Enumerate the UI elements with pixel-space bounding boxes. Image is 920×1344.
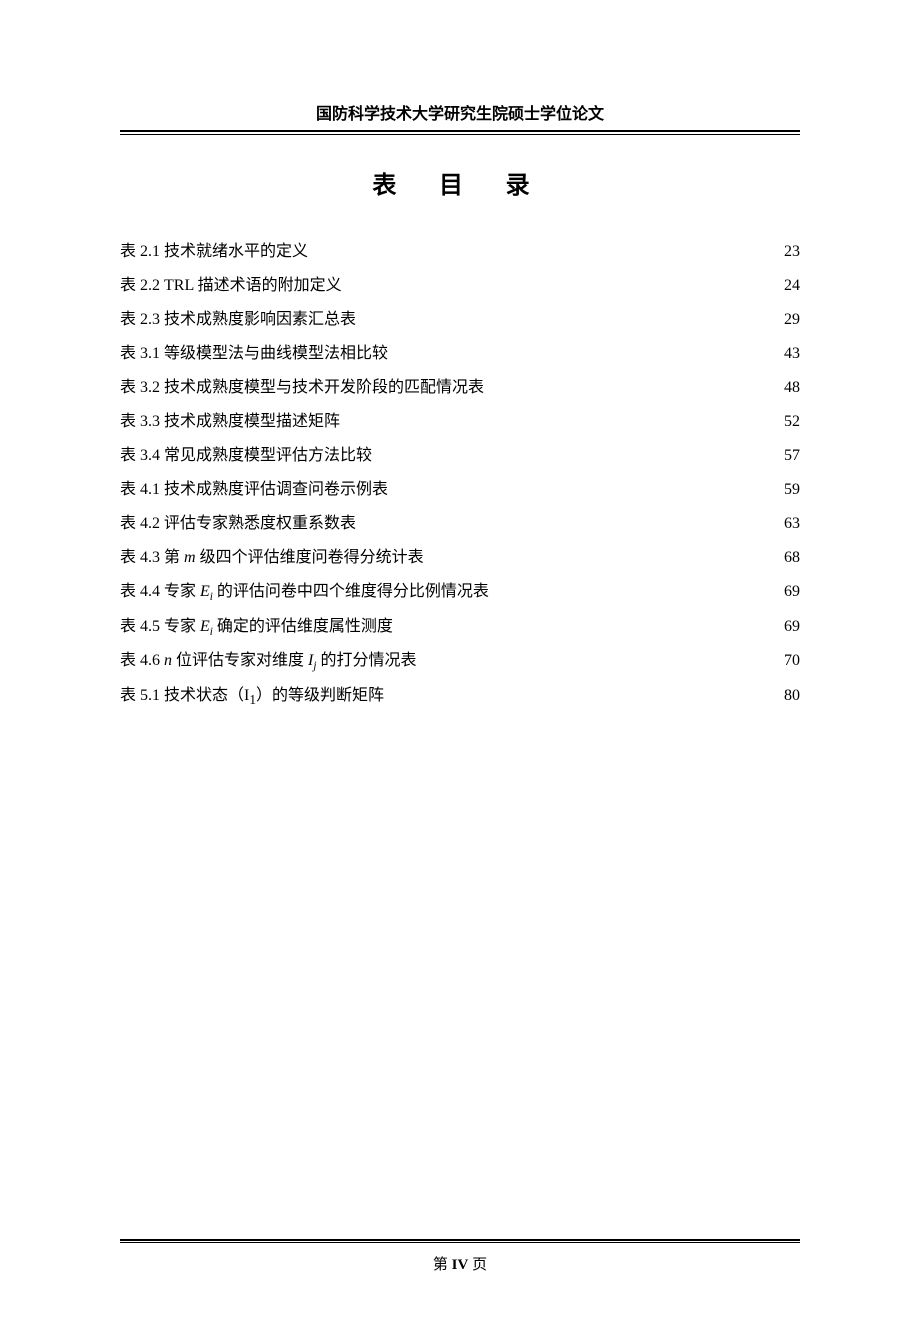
toc-row: 表 4.5 专家 Ei 确定的评估维度属性测度 69 [120,611,800,644]
toc-row: 表 4.3 第 m 级四个评估维度问卷得分统计表 68 [120,542,800,574]
toc-row: 表 3.2 技术成熟度模型与技术开发阶段的匹配情况表 48 [120,372,800,404]
toc-row: 表 4.4 专家 Ei 的评估问卷中四个维度得分比例情况表 69 [120,576,800,609]
toc-entry-label: 表 4.3 第 m 级四个评估维度问卷得分统计表 [120,542,424,574]
toc-entry-label: 表 4.4 专家 Ei 的评估问卷中四个维度得分比例情况表 [120,576,489,609]
header-rule-bottom [120,134,800,135]
toc-entry-label: 表 4.2 评估专家熟悉度权重系数表 [120,508,356,540]
toc-page-number: 63 [784,508,800,540]
toc-entry-label: 表 3.4 常见成熟度模型评估方法比较 [120,440,372,472]
toc-page-number: 48 [784,372,800,404]
page-title: 表 目 录 [120,165,800,200]
footer-roman: IV [452,1257,469,1273]
footer-area: 第 IV 页 [120,1239,800,1274]
toc-entry-label: 表 3.2 技术成熟度模型与技术开发阶段的匹配情况表 [120,372,484,404]
toc-page-number: 69 [784,611,800,643]
toc-row: 表 3.3 技术成熟度模型描述矩阵 52 [120,406,800,438]
footer-suffix: 页 [468,1257,487,1273]
toc-page-number: 57 [784,440,800,472]
toc-row: 表 4.1 技术成熟度评估调查问卷示例表 59 [120,474,800,506]
toc-page-number: 29 [784,304,800,336]
toc-entry-label: 表 2.1 技术就绪水平的定义 [120,236,308,268]
toc-page-number: 59 [784,474,800,506]
toc-page-number: 43 [784,338,800,370]
footer-prefix: 第 [433,1257,452,1273]
footer-rule-bottom [120,1242,800,1243]
toc-entry-label: 表 4.1 技术成熟度评估调查问卷示例表 [120,474,388,506]
page-number: 第 IV 页 [120,1253,800,1274]
toc-page-number: 52 [784,406,800,438]
header-rule-top [120,130,800,132]
toc-entry-label: 表 4.6 n 位评估专家对维度 Ij 的打分情况表 [120,645,416,678]
toc-row: 表 3.4 常见成熟度模型评估方法比较 57 [120,440,800,472]
toc-page-number: 70 [784,645,800,677]
toc-row: 表 3.1 等级模型法与曲线模型法相比较 43 [120,338,800,370]
toc-page-number: 68 [784,542,800,574]
toc-entry-label: 表 3.1 等级模型法与曲线模型法相比较 [120,338,388,370]
toc-row: 表 2.2 TRL 描述术语的附加定义 24 [120,270,800,302]
toc-page-number: 23 [784,236,800,268]
toc-entry-label: 表 2.3 技术成熟度影响因素汇总表 [120,304,356,336]
toc-row: 表 5.1 技术状态（I1）的等级判断矩阵 80 [120,680,800,714]
toc-page-number: 69 [784,576,800,608]
table-of-tables: 表 2.1 技术就绪水平的定义23表 2.2 TRL 描述术语的附加定义24表 … [120,236,800,716]
toc-row: 表 4.2 评估专家熟悉度权重系数表 63 [120,508,800,540]
toc-page-number: 80 [784,680,800,712]
toc-row: 表 2.3 技术成熟度影响因素汇总表 29 [120,304,800,336]
toc-entry-label: 表 4.5 专家 Ei 确定的评估维度属性测度 [120,611,393,644]
footer-rule-top [120,1239,800,1241]
toc-entry-label: 表 3.3 技术成熟度模型描述矩阵 [120,406,340,438]
running-header: 国防科学技术大学研究生院硕士学位论文 [120,100,800,124]
toc-entry-label: 表 5.1 技术状态（I1）的等级判断矩阵 [120,680,384,714]
toc-page-number: 24 [784,270,800,302]
toc-row: 表 2.1 技术就绪水平的定义 23 [120,236,800,268]
page-container: 国防科学技术大学研究生院硕士学位论文 表 目 录 表 2.1 技术就绪水平的定义… [0,0,920,1344]
toc-row: 表 4.6 n 位评估专家对维度 Ij 的打分情况表 70 [120,645,800,678]
toc-entry-label: 表 2.2 TRL 描述术语的附加定义 [120,270,342,302]
